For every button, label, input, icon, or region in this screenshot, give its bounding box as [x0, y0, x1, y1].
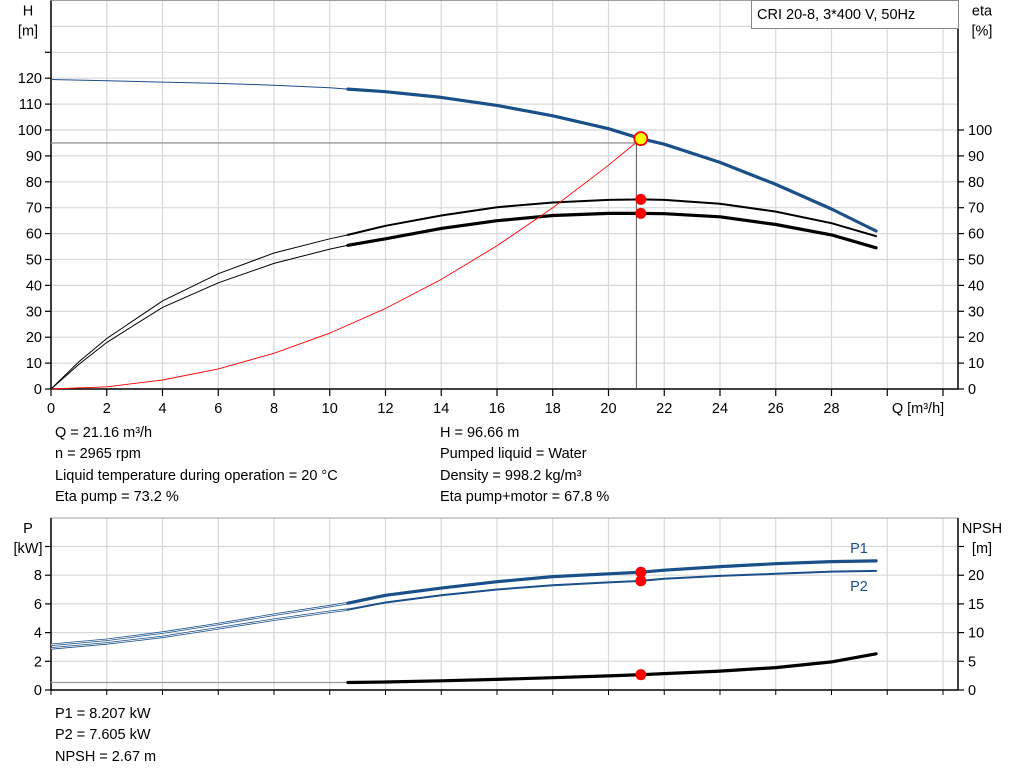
info-bottom: P1 = 8.207 kW P2 = 7.605 kW NPSH = 2.67 … [55, 704, 156, 768]
chart-panel-1: 0 2 4 6 8 0 5 10 15 20 P [kW] NPSH [m] P1 P2 [14, 517, 1002, 699]
series-system_curve [50, 138, 642, 390]
x-tick-label: 6 [214, 401, 222, 417]
y-tick-label-right: 80 [968, 175, 984, 191]
legend-box [751, 0, 959, 29]
series-head [346, 87, 878, 233]
series-eta_pump [346, 198, 878, 238]
y-tick-label-left: 20 [26, 330, 42, 346]
y-tick-label-left: 100 [18, 123, 42, 139]
info-top-left: Q = 21.16 m³/h n = 2965 rpm Liquid tempe… [55, 423, 338, 508]
y-axis-unit-left: [kW] [14, 541, 43, 557]
x-tick-label: 26 [768, 401, 784, 417]
x-tick-label: 8 [270, 401, 278, 417]
x-tick-label: 18 [545, 401, 561, 417]
y-tick-label-left: 10 [26, 356, 42, 372]
y-tick-label-right: 0 [968, 683, 976, 699]
series-eta_pump_motor-extended [50, 244, 349, 390]
x-tick-label: 14 [433, 401, 449, 417]
info-density: Density = 998.2 kg/m³ [440, 467, 582, 484]
y-tick-label-right: 0 [968, 382, 976, 398]
x-tick-label: 22 [656, 401, 672, 417]
info-liquid-temperature: Liquid temperature during operation = 20… [55, 467, 338, 484]
y-tick-label-left: 0 [34, 382, 42, 398]
y-tick-label-right: 40 [968, 278, 984, 294]
x-tick-label: 4 [158, 401, 166, 417]
info-p2: P2 = 7.605 kW [55, 727, 151, 744]
info-pumped-liquid: Pumped liquid = Water [440, 446, 587, 463]
y-tick-label-left: 80 [26, 175, 42, 191]
info-p1: P1 = 8.207 kW [55, 706, 151, 722]
y-tick-label-left: 2 [34, 654, 42, 670]
y-axis-unit-left: [m] [18, 24, 38, 40]
y-axis-unit-right: [m] [972, 541, 992, 557]
y-tick-label-left: 120 [18, 71, 42, 87]
y-tick-label-left: 40 [26, 278, 42, 294]
info-eta-pump: Eta pump = 73.2 % [55, 488, 179, 505]
x-tick-label: 28 [823, 401, 839, 417]
series-head-extended [50, 79, 348, 90]
y-tick-label-left: 90 [26, 149, 42, 165]
chart-title: CRI 20-8, 3*400 V, 50Hz [757, 7, 915, 23]
x-tick-label: 12 [377, 401, 393, 417]
y-axis-title-right: NPSH [962, 521, 1002, 537]
x-tick-label: 24 [712, 401, 728, 417]
y-tick-label-right: 30 [968, 304, 984, 320]
series-npsh [346, 652, 878, 685]
y-tick-label-left: 110 [19, 97, 42, 113]
y-tick-label-right: 20 [968, 330, 984, 346]
y-tick-label-left: 30 [26, 304, 42, 320]
series-p1-extended-inner [50, 602, 348, 646]
series-label-p1: P1 [850, 541, 868, 557]
y-tick-label-right: 60 [968, 227, 984, 243]
y-tick-label-left: 60 [26, 227, 42, 243]
y-axis-title-left: P [23, 521, 33, 537]
info-top-right: H = 96.66 m Pumped liquid = Water Densit… [440, 423, 609, 508]
chart-panel-0: 0102030405060708090100110120010203040506… [18, 0, 993, 417]
x-axis-title: Q [m³/h] [892, 401, 944, 417]
series-p2 [346, 569, 878, 611]
y-tick-label-right: 10 [968, 356, 984, 372]
series-p1 [346, 559, 878, 605]
series-label-p2: P2 [850, 579, 868, 595]
series-eta_pump_motor [346, 211, 878, 250]
duty-point-eta [635, 207, 647, 219]
y-tick-label-right: 10 [968, 626, 984, 642]
duty-point [635, 669, 647, 681]
y-axis-unit-right: [%] [972, 24, 993, 40]
y-axis-title-left: H [23, 4, 33, 20]
x-tick-label: 16 [489, 401, 505, 417]
info-head: H = 96.66 m [440, 425, 520, 441]
y-tick-label-left: 50 [26, 253, 42, 269]
y-tick-label-right: 5 [968, 654, 976, 670]
series-p1-extended [50, 602, 349, 646]
y-tick-label-left: 70 [26, 201, 42, 217]
x-tick-label: 0 [47, 401, 55, 417]
y-tick-label-right: 100 [968, 123, 992, 139]
duty-point-eta [635, 193, 647, 205]
y-tick-label-right: 50 [968, 253, 984, 269]
y-tick-label-right: 70 [968, 201, 984, 217]
x-tick-label: 10 [322, 401, 338, 417]
y-tick-label-left: 8 [34, 568, 42, 584]
series-eta_pump-extended [50, 234, 349, 390]
series-p2-extended-inner [50, 609, 348, 649]
y-tick-label-right: 15 [968, 597, 984, 613]
info-eta-pump-motor: Eta pump+motor = 67.8 % [440, 488, 610, 505]
info-npsh: NPSH = 2.67 m [55, 748, 157, 765]
y-axis-title-right: eta [972, 4, 993, 20]
duty-point [635, 575, 647, 587]
y-tick-label-right: 20 [968, 568, 984, 584]
x-tick-label: 2 [103, 401, 111, 417]
y-tick-label-left: 6 [34, 597, 42, 613]
info-speed: n = 2965 rpm [55, 446, 141, 463]
info-flow: Q = 21.16 m³/h [55, 425, 153, 441]
duty-point-head [633, 131, 649, 147]
y-tick-label-left: 0 [34, 683, 42, 699]
x-tick-label: 20 [600, 401, 616, 417]
y-tick-label-right: 90 [968, 149, 984, 165]
y-tick-label-left: 4 [34, 626, 42, 642]
duty-point [635, 566, 647, 578]
plot-frame [50, 0, 959, 390]
